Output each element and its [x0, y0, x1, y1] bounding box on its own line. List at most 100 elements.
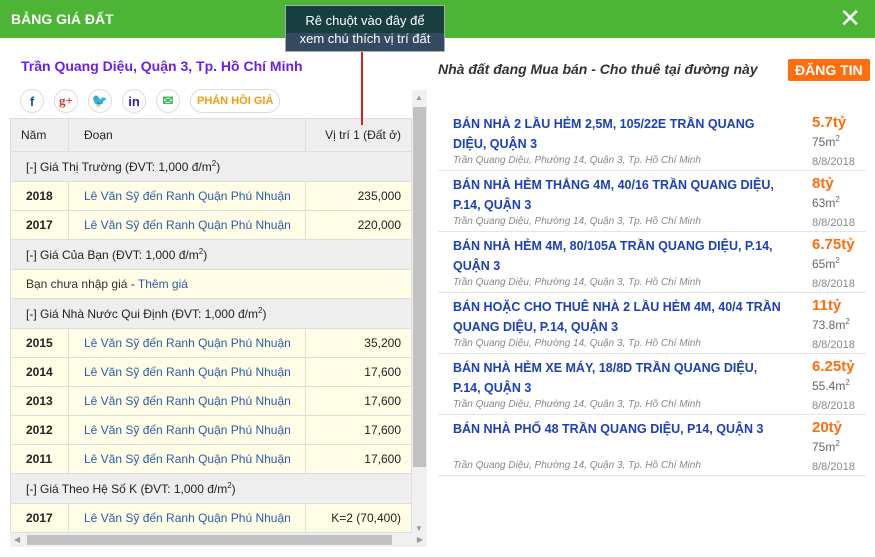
price-cell: 17,600: [305, 357, 412, 387]
segment-link[interactable]: Lê Văn Sỹ đến Ranh Quận Phú Nhuận: [68, 386, 306, 416]
table-row: 2011 Lê Văn Sỹ đến Ranh Quận Phú Nhuận 17,…: [10, 444, 412, 474]
listing-title-link[interactable]: BÁN NHÀ HẺM 4M, 80/105A TRẦN QUANG DIỆU,…: [453, 239, 773, 273]
segment-link[interactable]: Lê Văn Sỹ đến Ranh Quận Phú Nhuận: [68, 444, 306, 474]
segment-link[interactable]: Lê Văn Sỹ đến Ranh Quận Phú Nhuận: [68, 328, 306, 358]
twitter-icon[interactable]: 🐦: [88, 89, 112, 113]
table-row: 2013 Lê Văn Sỹ đến Ranh Quận Phú Nhuận 17,…: [10, 386, 412, 416]
price-cell: 17,600: [305, 415, 412, 445]
listing-area: 63m2: [812, 195, 840, 210]
listing-area: 65m2: [812, 256, 840, 271]
group-label: [-] Giá Của Bạn (ĐVT: 1,000 đ/m: [26, 248, 199, 262]
table-row: 2015 Lê Văn Sỹ đến Ranh Quận Phú Nhuận 35,…: [10, 328, 412, 358]
listing-title-link[interactable]: BÁN NHÀ PHỐ 48 TRẦN QUANG DIỆU, P14, QUẬ…: [453, 422, 764, 436]
segment-link[interactable]: Lê Văn Sỹ đến Ranh Quận Phú Nhuận: [68, 357, 306, 387]
price-cell: 235,000: [305, 181, 412, 211]
group-label: [-] Giá Thị Trường (ĐVT: 1,000 đ/m: [26, 160, 212, 174]
col-segment: Đoạn: [68, 118, 306, 152]
area-value: 75m: [812, 135, 836, 149]
listing-item: BÁN NHÀ HẺM 4M, 80/105A TRẦN QUANG DIỆU,…: [438, 232, 866, 293]
paren: ): [203, 248, 208, 262]
price-cell: 17,600: [305, 386, 412, 416]
listing-price: 6.75tỷ: [812, 236, 855, 253]
facebook-icon[interactable]: f: [20, 89, 44, 113]
group-title[interactable]: [-] Giá Của Bạn (ĐVT: 1,000 đ/m2): [10, 239, 412, 270]
paren: ): [231, 482, 236, 496]
listing-title-link[interactable]: BÁN NHÀ HẺM THẲNG 4M, 40/16 TRẦN QUANG D…: [453, 178, 774, 212]
table-header: Năm Đoạn Vị trí 1 (Đất ở): [10, 118, 412, 152]
listings: BÁN NHÀ 2 LẦU HẺM 2,5M, 105/22E TRẦN QUA…: [438, 110, 866, 476]
year-cell: 2013: [10, 386, 69, 416]
tooltip-pointer: [361, 52, 363, 125]
col-position: Vị trí 1 (Đất ở): [305, 118, 412, 152]
group-title[interactable]: [-] Giá Theo Hệ Số K (ĐVT: 1,000 đ/m2): [10, 473, 412, 504]
listing-item: BÁN NHÀ 2 LẦU HẺM 2,5M, 105/22E TRẦN QUA…: [438, 110, 866, 171]
group-row[interactable]: [-] Giá Nhà Nước Qui Định (ĐVT: 1,000 đ/…: [10, 298, 412, 329]
group-row[interactable]: [-] Giá Của Bạn (ĐVT: 1,000 đ/m2): [10, 239, 412, 270]
group-title[interactable]: [-] Giá Nhà Nước Qui Định (ĐVT: 1,000 đ/…: [10, 298, 412, 329]
add-price-link[interactable]: Thêm giá: [137, 277, 188, 291]
listing-date: 8/8/2018: [812, 278, 855, 290]
price-cell: K=2 (70,400): [305, 503, 412, 533]
group-title[interactable]: [-] Giá Thị Trường (ĐVT: 1,000 đ/m2): [10, 151, 412, 182]
listing-area: 75m2: [812, 439, 840, 454]
listing-item: BÁN HOẶC CHO THUÊ NHÀ 2 LẦU HẺM 4M, 40/4…: [438, 293, 866, 354]
listing-date: 8/8/2018: [812, 400, 855, 412]
group-row[interactable]: [-] Giá Thị Trường (ĐVT: 1,000 đ/m2): [10, 151, 412, 182]
listing-item: BÁN NHÀ HẺM THẲNG 4M, 40/16 TRẦN QUANG D…: [438, 171, 866, 232]
price-cell: 17,600: [305, 444, 412, 474]
listing-title-link[interactable]: BÁN HOẶC CHO THUÊ NHÀ 2 LẦU HẺM 4M, 40/4…: [453, 300, 781, 334]
area-value: 63m: [812, 196, 836, 210]
listing-date: 8/8/2018: [812, 461, 855, 473]
group-label: [-] Giá Nhà Nước Qui Định (ĐVT: 1,000 đ/…: [26, 307, 258, 321]
listings-title: Nhà đất đang Mua bán - Cho thuê tại đườn…: [438, 61, 758, 77]
table-row: 2012 Lê Văn Sỹ đến Ranh Quận Phú Nhuận 17,…: [10, 415, 412, 445]
listing-address: Trần Quang Diệu, Phường 14, Quận 3, Tp. …: [453, 399, 701, 410]
email-icon[interactable]: ✉: [156, 89, 180, 113]
listing-area: 55.4m2: [812, 378, 850, 393]
tooltip-line: xem chú thích vị trí đất: [299, 31, 431, 46]
listing-title-link[interactable]: BÁN NHÀ 2 LẦU HẺM 2,5M, 105/22E TRẦN QUA…: [453, 117, 755, 151]
horizontal-scrollbar[interactable]: ◀ ▶: [10, 533, 427, 547]
unit-superscript: 2: [835, 256, 840, 265]
area-value: 55.4m: [812, 379, 846, 393]
paren: ): [262, 307, 267, 321]
year-cell: 2018: [10, 181, 69, 211]
listing-address: Trần Quang Diệu, Phường 14, Quận 3, Tp. …: [453, 216, 701, 227]
year-cell: 2014: [10, 357, 69, 387]
year-cell: 2017: [10, 210, 69, 240]
listing-address: Trần Quang Diệu, Phường 14, Quận 3, Tp. …: [453, 155, 701, 166]
vertical-scrollbar[interactable]: ▲ ▼: [412, 90, 427, 535]
unit-superscript: 2: [835, 195, 840, 204]
area-value: 75m: [812, 440, 836, 454]
segment-link[interactable]: Lê Văn Sỹ đến Ranh Quận Phú Nhuận: [68, 503, 306, 533]
price-cell: 35,200: [305, 328, 412, 358]
listing-item: BÁN NHÀ PHỐ 48 TRẦN QUANG DIỆU, P14, QUẬ…: [438, 415, 866, 476]
google-plus-icon[interactable]: g+: [54, 89, 78, 113]
price-table: Năm Đoạn Vị trí 1 (Đất ở) [-] Giá Thị Tr…: [10, 118, 412, 533]
feedback-button[interactable]: PHẢN HỒI GIÁ: [190, 89, 281, 113]
post-listing-button[interactable]: ĐĂNG TIN: [788, 59, 870, 81]
note-text: Bạn chưa nhập giá -: [26, 277, 138, 291]
listing-area: 73.8m2: [812, 317, 850, 332]
linkedin-icon[interactable]: in: [122, 89, 146, 113]
listing-area: 75m2: [812, 134, 840, 149]
price-cell: 220,000: [305, 210, 412, 240]
segment-link[interactable]: Lê Văn Sỹ đến Ranh Quận Phú Nhuận: [68, 181, 306, 211]
listing-title-link[interactable]: BÁN NHÀ HẺM XE MÁY, 18/8D TRẦN QUANG DIỆ…: [453, 361, 758, 395]
segment-link[interactable]: Lê Văn Sỹ đến Ranh Quận Phú Nhuận: [68, 210, 306, 240]
listing-address: Trần Quang Diệu, Phường 14, Quận 3, Tp. …: [453, 338, 701, 349]
unit-superscript: 2: [835, 439, 840, 448]
tooltip: Rê chuột vào đây để xem chú thích vị trí…: [285, 5, 445, 52]
listing-date: 8/8/2018: [812, 217, 855, 229]
close-icon[interactable]: ✕: [839, 3, 861, 33]
listing-date: 8/8/2018: [812, 339, 855, 351]
unit-superscript: 2: [845, 378, 850, 387]
unit-superscript: 2: [211, 159, 217, 168]
group-row[interactable]: [-] Giá Theo Hệ Số K (ĐVT: 1,000 đ/m2): [10, 473, 412, 504]
segment-link[interactable]: Lê Văn Sỹ đến Ranh Quận Phú Nhuận: [68, 415, 306, 445]
unit-superscript: 2: [257, 306, 263, 315]
dialog-title: BẢNG GIÁ ĐẤT: [11, 11, 114, 27]
unit-superscript: 2: [198, 247, 204, 256]
listing-price: 11tỷ: [812, 297, 842, 314]
unit-superscript: 2: [227, 481, 232, 490]
